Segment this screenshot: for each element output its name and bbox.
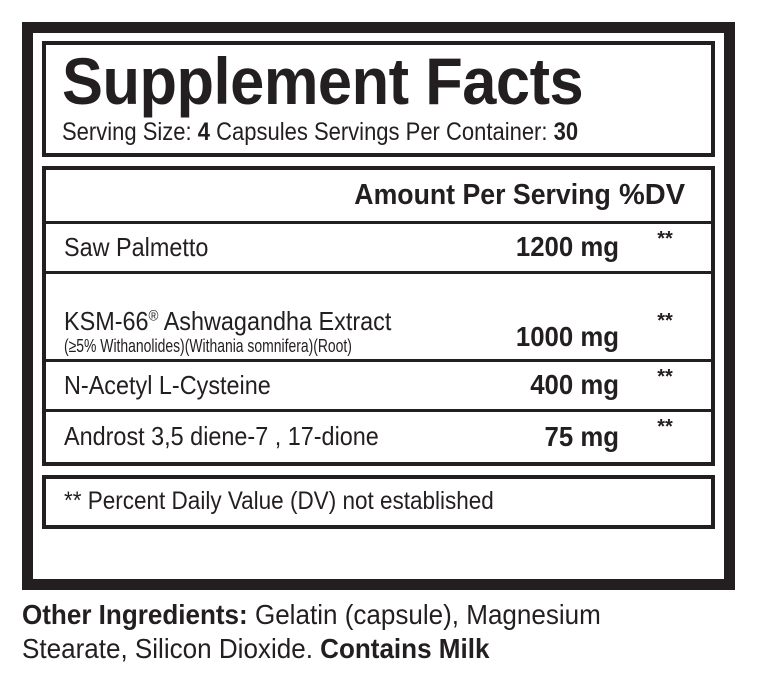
nutrient-amount: 1200 mg — [515, 231, 619, 263]
nutrient-dv: ** — [657, 227, 673, 250]
nutrient-dv: ** — [657, 365, 673, 388]
allergen-statement: Contains Milk — [312, 633, 490, 665]
nutrient-subtext: (≥5% Withanolides)(Withania somnifera)(R… — [64, 336, 352, 357]
nutrient-name-rest: Ashwagandha Extract — [158, 306, 392, 337]
nutrient-amount: 75 mg — [544, 420, 619, 452]
daily-value-footnote: ** Percent Daily Value (DV) not establis… — [64, 487, 494, 516]
table-row: Androst 3,5 diene-7 , 17-dione 75 mg ** — [46, 412, 711, 462]
other-ingredients-heading: Other Ingredients: — [22, 599, 248, 630]
column-header-dv: %DV — [619, 178, 686, 211]
page-title: Supplement Facts — [62, 44, 584, 118]
table-row: KSM-66® Ashwagandha Extract (≥5% Withano… — [46, 274, 711, 362]
servings-per-container-label: Servings Per Container: — [313, 117, 548, 146]
servings-per-container-value: 30 — [553, 117, 579, 146]
serving-size-value: 4 — [197, 117, 210, 146]
nutrient-name: Saw Palmetto — [64, 231, 209, 262]
column-header-amount: Amount Per Serving — [354, 178, 611, 211]
label-header-box: Supplement Facts Serving Size: 4 Capsule… — [42, 41, 715, 157]
registered-trademark-icon: ® — [148, 307, 159, 325]
serving-size-label: Serving Size: — [62, 117, 192, 146]
nutrient-amount: 1000 mg — [515, 320, 619, 352]
panel-divider-gap — [42, 157, 715, 166]
nutrients-table: Amount Per Serving %DV Saw Palmetto 1200… — [42, 165, 715, 466]
table-row: N-Acetyl L-Cysteine 400 mg ** — [46, 362, 711, 412]
nutrient-dv: ** — [657, 309, 673, 332]
footnote-divider-gap — [42, 466, 715, 475]
serving-info-line: Serving Size: 4 Capsules Servings Per Co… — [62, 119, 619, 145]
supplement-facts-panel: Supplement Facts Serving Size: 4 Capsule… — [22, 22, 735, 590]
table-row: Saw Palmetto 1200 mg ** — [46, 224, 711, 274]
nutrient-dv: ** — [657, 415, 673, 438]
other-ingredients-section: Other Ingredients: Gelatin (capsule), Ma… — [22, 598, 688, 666]
daily-value-footnote-box: ** Percent Daily Value (DV) not establis… — [42, 474, 715, 529]
nutrient-name-block: KSM-66® Ashwagandha Extract (≥5% Withano… — [64, 307, 403, 357]
table-header-row: Amount Per Serving %DV — [46, 170, 711, 224]
nutrient-name: KSM-66® Ashwagandha Extract — [64, 307, 403, 335]
serving-size-unit: Capsules — [216, 117, 308, 146]
nutrient-name: Androst 3,5 diene-7 , 17-dione — [64, 421, 379, 452]
nutrient-amount: 400 mg — [530, 369, 619, 401]
nutrient-name: N-Acetyl L-Cysteine — [64, 369, 271, 400]
other-ingredients-list: Gelatin (capsule), Magnesium Stearate, S… — [22, 599, 601, 665]
nutrient-name-text: KSM-66 — [64, 306, 149, 337]
